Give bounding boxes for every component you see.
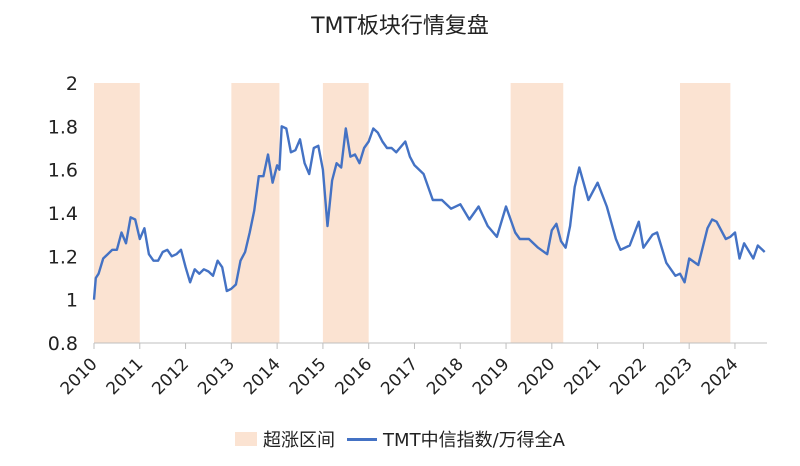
chart-title: TMT板块行情复盘 xyxy=(311,14,489,39)
legend-line-label: TMT中信指数/万得全A xyxy=(383,430,565,451)
shaded-band-5 xyxy=(680,83,731,343)
y-tick-label-4: 1.6 xyxy=(48,160,78,182)
x-tick-label-0: 2010 xyxy=(57,354,102,399)
x-tick-label-6: 2016 xyxy=(331,354,376,399)
shaded-band-4 xyxy=(510,83,564,343)
x-tick-label-1: 2011 xyxy=(103,354,148,399)
x-tick-label-11: 2021 xyxy=(560,354,605,399)
y-tick-label-5: 1.8 xyxy=(48,116,78,138)
shaded-band-2 xyxy=(231,83,280,343)
x-tick-label-7: 2017 xyxy=(377,354,422,399)
legend-band-label: 超涨区间 xyxy=(263,430,336,451)
legend-item-series: TMT中信指数/万得全A xyxy=(347,426,565,452)
shaded-band-3 xyxy=(322,83,369,343)
x-tick-labels: 2010 2011 2012 2013 2014 2015 2016 2017 2018 2019… xyxy=(57,354,743,399)
y-tick-label-2: 1.2 xyxy=(48,246,78,268)
series-line-1 xyxy=(92,125,766,300)
x-tick-label-13: 2023 xyxy=(652,354,697,399)
y-tick-labels: 0.8 1 1.2 1.4 1.6 1.8 2 xyxy=(48,73,78,355)
y-tick-label-0: 0.8 xyxy=(48,333,78,355)
legend: 超涨区间 TMT中信指数/万得全A xyxy=(0,426,800,452)
x-tick-label-5: 2015 xyxy=(286,354,331,399)
x-tick-label-14: 2024 xyxy=(698,354,743,399)
series-group xyxy=(92,125,766,300)
shaded-bands xyxy=(94,83,731,343)
x-tick-label-9: 2019 xyxy=(469,354,514,399)
shaded-band-1 xyxy=(94,83,140,343)
y-tick-label-3: 1.4 xyxy=(48,203,78,225)
y-tick-label-6: 2 xyxy=(66,73,78,95)
legend-item-bands: 超涨区间 xyxy=(235,426,335,452)
legend-band-swatch xyxy=(235,432,258,446)
x-tick-label-10: 2020 xyxy=(515,354,560,399)
x-tick-label-8: 2018 xyxy=(423,354,468,399)
axes xyxy=(93,342,767,349)
x-tick-label-2: 2012 xyxy=(148,354,193,399)
y-tick-label-1: 1 xyxy=(66,290,78,312)
x-tick-label-4: 2014 xyxy=(240,354,285,399)
x-tick-label-12: 2022 xyxy=(606,354,651,399)
legend-line-swatch xyxy=(347,437,378,441)
x-tick-label-3: 2013 xyxy=(194,354,239,399)
